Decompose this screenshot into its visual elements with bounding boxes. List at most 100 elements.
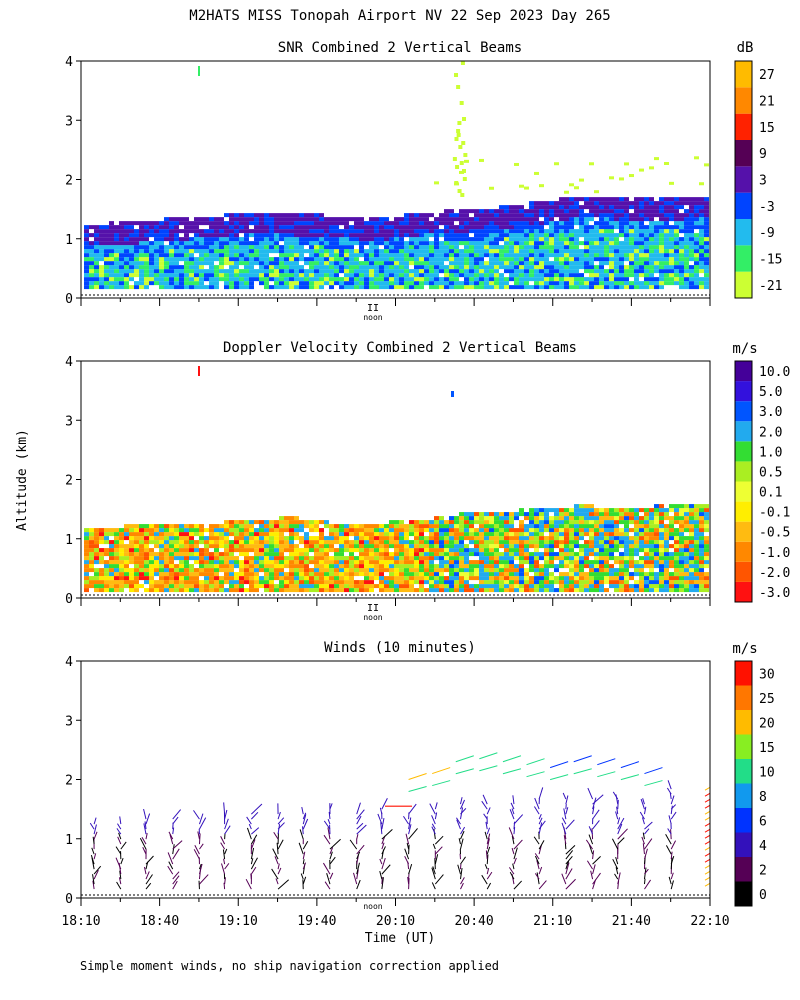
colorbar-tick-label: 0.5 bbox=[759, 465, 782, 480]
colorbar-segment bbox=[735, 219, 752, 246]
ytick-label: 3 bbox=[65, 114, 73, 129]
colorbar-tick-label: -1.0 bbox=[759, 546, 790, 561]
colorbar-segment bbox=[735, 501, 752, 522]
colorbar-segment bbox=[735, 401, 752, 422]
xtick-label: 21:10 bbox=[533, 914, 572, 929]
colorbar-tick-label: 25 bbox=[759, 692, 775, 707]
colorbar-tick-label: 15 bbox=[759, 741, 775, 756]
ytick-label: 3 bbox=[65, 714, 73, 729]
colorbar-segment bbox=[735, 461, 752, 482]
xtick-label: 22:10 bbox=[690, 914, 729, 929]
time-axis-label: Time (UT) bbox=[365, 931, 435, 946]
colorbar-tick-label: -0.1 bbox=[759, 506, 790, 521]
colorbar-segment bbox=[735, 271, 752, 298]
colorbar-tick-label: -0.5 bbox=[759, 526, 790, 541]
colorbar-tick-label: 10.0 bbox=[759, 365, 790, 380]
colorbar-segment bbox=[735, 661, 752, 686]
colorbar-segment bbox=[735, 685, 752, 710]
ytick-label: 4 bbox=[65, 655, 73, 670]
colorbar-tick-label: 10 bbox=[759, 765, 775, 780]
colorbar-segment bbox=[735, 783, 752, 808]
colorbar-tick-label: 2 bbox=[759, 863, 767, 878]
colorbar-segment bbox=[735, 481, 752, 502]
figure-title: M2HATS MISS Tonopah Airport NV 22 Sep 20… bbox=[189, 8, 610, 24]
noon-label-1: noon bbox=[363, 613, 382, 622]
colorbar-segment bbox=[735, 857, 752, 882]
colorbar-segment bbox=[735, 192, 752, 219]
colorbar-tick-label: 8 bbox=[759, 790, 767, 805]
ytick-label: 2 bbox=[65, 774, 73, 789]
colorbar-tick-label: 4 bbox=[759, 839, 767, 854]
wind-barbs bbox=[89, 752, 710, 890]
xtick-label: 18:10 bbox=[61, 914, 100, 929]
xtick-label: 20:10 bbox=[376, 914, 415, 929]
colorbar-segment bbox=[735, 166, 752, 193]
velocity-heatmap bbox=[84, 366, 709, 593]
ytick-label: 1 bbox=[65, 233, 73, 248]
velocity-colorbar-units: m/s bbox=[732, 341, 757, 357]
colorbar-segment bbox=[735, 581, 752, 602]
colorbar-tick-label: 15 bbox=[759, 121, 775, 136]
ytick-label: 2 bbox=[65, 474, 73, 489]
colorbar-segment bbox=[735, 113, 752, 140]
colorbar-segment bbox=[735, 421, 752, 442]
colorbar-segment bbox=[735, 541, 752, 562]
winds-panel-title: Winds (10 minutes) bbox=[324, 640, 476, 656]
colorbar-segment bbox=[735, 245, 752, 272]
colorbar-tick-label: 21 bbox=[759, 95, 775, 110]
colorbar-segment bbox=[735, 361, 752, 382]
noon-label-0: noon bbox=[363, 313, 382, 322]
colorbar-segment bbox=[735, 87, 752, 114]
colorbar-segment bbox=[735, 759, 752, 784]
noon-label-2: noon bbox=[363, 902, 382, 911]
snr-colorbar: -21 -15 -9 -3 3 9 15 21 27 bbox=[734, 60, 782, 299]
colorbar-tick-label: 5.0 bbox=[759, 385, 782, 400]
xtick-label: 18:40 bbox=[140, 914, 179, 929]
xtick-label: 19:10 bbox=[219, 914, 258, 929]
colorbar-tick-label: 3 bbox=[759, 174, 767, 189]
snr-colorbar-units: dB bbox=[737, 40, 754, 56]
colorbar-tick-label: 6 bbox=[759, 814, 767, 829]
winds-colorbar-units: m/s bbox=[732, 641, 757, 657]
colorbar-segment bbox=[735, 381, 752, 402]
colorbar-tick-label: 9 bbox=[759, 147, 767, 162]
ytick-label: 1 bbox=[65, 833, 73, 848]
ytick-label: 0 bbox=[65, 292, 73, 307]
velocity-colorbar: -3.0 -2.0 -1.0 -0.5 -0.1 0.1 0.5 1.0 2.0 3.0 5.0 10… bbox=[734, 360, 790, 603]
colorbar-tick-label: -21 bbox=[759, 279, 782, 294]
noon-mark-1: II bbox=[367, 603, 379, 614]
colorbar-segment bbox=[735, 832, 752, 857]
colorbar-tick-label: 20 bbox=[759, 716, 775, 731]
xtick-label: 19:40 bbox=[297, 914, 336, 929]
colorbar-tick-label: 3.0 bbox=[759, 405, 782, 420]
colorbar-tick-label: -3.0 bbox=[759, 586, 790, 601]
velocity-panel-title: Doppler Velocity Combined 2 Vertical Bea… bbox=[223, 340, 577, 356]
axes: 0 1 2 3 4 0 1 2 3 4 0 1 2 3 4 18:10 18:40 19:10 19:40 20:10… bbox=[61, 55, 729, 929]
noon-mark-0: II bbox=[367, 303, 379, 314]
snr-panel-title: SNR Combined 2 Vertical Beams bbox=[278, 40, 522, 56]
ytick-label: 0 bbox=[65, 592, 73, 607]
colorbar-segment bbox=[735, 710, 752, 735]
ytick-label: 0 bbox=[65, 892, 73, 907]
panel-frame-2 bbox=[80, 660, 711, 899]
ytick-label: 1 bbox=[65, 533, 73, 548]
colorbar-tick-label: -9 bbox=[759, 226, 775, 241]
colorbar-tick-label: 27 bbox=[759, 68, 775, 83]
altitude-axis-label: Altitude (km) bbox=[15, 429, 30, 531]
colorbar-segment bbox=[735, 140, 752, 167]
xtick-label: 20:40 bbox=[455, 914, 494, 929]
colorbar-segment bbox=[735, 521, 752, 542]
colorbar-tick-label: -15 bbox=[759, 253, 782, 268]
colorbar-segment bbox=[735, 734, 752, 759]
ytick-label: 2 bbox=[65, 174, 73, 189]
colorbar-tick-label: -3 bbox=[759, 200, 775, 215]
colorbar-tick-label: 1.0 bbox=[759, 445, 782, 460]
colorbar-tick-label: 0.1 bbox=[759, 486, 782, 501]
colorbar-segment bbox=[735, 441, 752, 462]
snr-heatmap bbox=[84, 61, 709, 290]
colorbar-segment bbox=[735, 61, 752, 88]
colorbar-tick-label: 0 bbox=[759, 888, 767, 903]
xtick-label: 21:40 bbox=[612, 914, 651, 929]
colorbar-tick-label: 30 bbox=[759, 667, 775, 682]
